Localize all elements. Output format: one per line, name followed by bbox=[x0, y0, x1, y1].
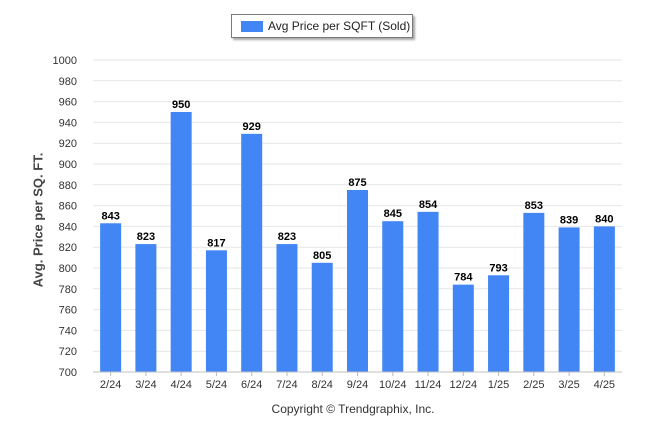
bar[interactable] bbox=[135, 244, 157, 372]
copyright-text: Copyright © Trendgraphix, Inc. bbox=[271, 402, 435, 416]
y-tick-label: 820 bbox=[59, 242, 77, 254]
x-tick-label: 2/24 bbox=[100, 379, 121, 391]
bar-value-label: 839 bbox=[560, 214, 578, 226]
y-tick-label: 960 bbox=[59, 97, 77, 109]
x-tick-label: 1/25 bbox=[488, 379, 509, 391]
y-tick-label: 900 bbox=[59, 159, 77, 171]
bar-value-label: 845 bbox=[384, 208, 402, 220]
bar-value-label: 823 bbox=[137, 231, 155, 243]
x-tick-label: 5/24 bbox=[206, 379, 227, 391]
y-tick-label: 740 bbox=[59, 325, 77, 337]
bar[interactable] bbox=[241, 133, 263, 372]
bar[interactable] bbox=[276, 244, 298, 372]
bar[interactable] bbox=[417, 211, 439, 372]
bar-value-label: 823 bbox=[278, 231, 296, 243]
bar-value-label: 929 bbox=[243, 121, 261, 133]
x-tick-label: 3/24 bbox=[135, 379, 156, 391]
y-axis-title: Avg. Price per SQ. FT. bbox=[30, 152, 46, 288]
bar-value-label: 793 bbox=[489, 262, 507, 274]
bar-value-label: 854 bbox=[419, 199, 438, 211]
bar-value-label: 875 bbox=[348, 177, 366, 189]
x-tick-label: 7/24 bbox=[276, 379, 297, 391]
x-tick-label: 8/24 bbox=[312, 379, 333, 391]
x-tick-label: 10/24 bbox=[379, 379, 407, 391]
bar[interactable] bbox=[205, 250, 227, 372]
bars bbox=[100, 112, 615, 372]
y-tick-label: 980 bbox=[59, 76, 77, 88]
y-tick-label: 1000 bbox=[53, 55, 77, 67]
y-tick-label: 940 bbox=[59, 117, 77, 129]
bar[interactable] bbox=[311, 262, 333, 372]
y-tick-label: 760 bbox=[59, 305, 77, 317]
value-labels: 843 823 950 817 929 823 805 875 845 854 784 793 853 8… bbox=[101, 99, 613, 284]
x-tick-label: 9/24 bbox=[347, 379, 368, 391]
y-tick-label: 860 bbox=[59, 201, 77, 213]
x-tick-label: 6/24 bbox=[241, 379, 262, 391]
bar-value-label: 853 bbox=[525, 200, 543, 212]
x-tick-label: 12/24 bbox=[450, 379, 478, 391]
bar[interactable] bbox=[558, 227, 580, 372]
x-tick-labels: 2/24 3/24 4/24 5/24 6/24 7/24 8/24 9/24 10/24 11/… bbox=[100, 372, 615, 391]
bar[interactable] bbox=[382, 221, 404, 372]
bar-value-label: 840 bbox=[595, 213, 613, 225]
bar[interactable] bbox=[170, 112, 192, 372]
y-tick-label: 700 bbox=[59, 367, 77, 379]
legend[interactable]: Avg Price per SQFT (Sold) bbox=[231, 14, 413, 38]
x-tick-label: 3/25 bbox=[558, 379, 579, 391]
y-tick-label: 800 bbox=[59, 263, 77, 275]
bar-value-label: 950 bbox=[172, 99, 190, 111]
x-tick-label: 4/25 bbox=[594, 379, 615, 391]
bar[interactable] bbox=[452, 284, 474, 372]
bar-value-label: 784 bbox=[454, 272, 473, 284]
y-tick-label: 920 bbox=[59, 138, 77, 150]
x-tick-label: 11/24 bbox=[415, 379, 442, 391]
legend-label: Avg Price per SQFT (Sold) bbox=[268, 19, 411, 33]
y-tick-label: 780 bbox=[59, 284, 77, 296]
x-tick-label: 2/25 bbox=[523, 379, 544, 391]
y-tick-label: 720 bbox=[59, 346, 77, 358]
x-tick-label: 4/24 bbox=[170, 379, 191, 391]
y-tick-label: 880 bbox=[59, 180, 77, 192]
bar[interactable] bbox=[347, 190, 368, 372]
bar[interactable] bbox=[593, 226, 615, 372]
bar[interactable] bbox=[488, 275, 510, 372]
y-tick-labels: 700 720 740 760 780 800 820 840 860 880 900 920 940 9… bbox=[53, 55, 77, 379]
legend-swatch bbox=[241, 21, 263, 32]
bar-value-label: 817 bbox=[207, 237, 225, 249]
bar-value-label: 843 bbox=[101, 210, 119, 222]
y-tick-label: 840 bbox=[59, 221, 77, 233]
bar[interactable] bbox=[523, 212, 545, 372]
bar[interactable] bbox=[100, 223, 122, 372]
bar-value-label: 805 bbox=[313, 250, 331, 262]
